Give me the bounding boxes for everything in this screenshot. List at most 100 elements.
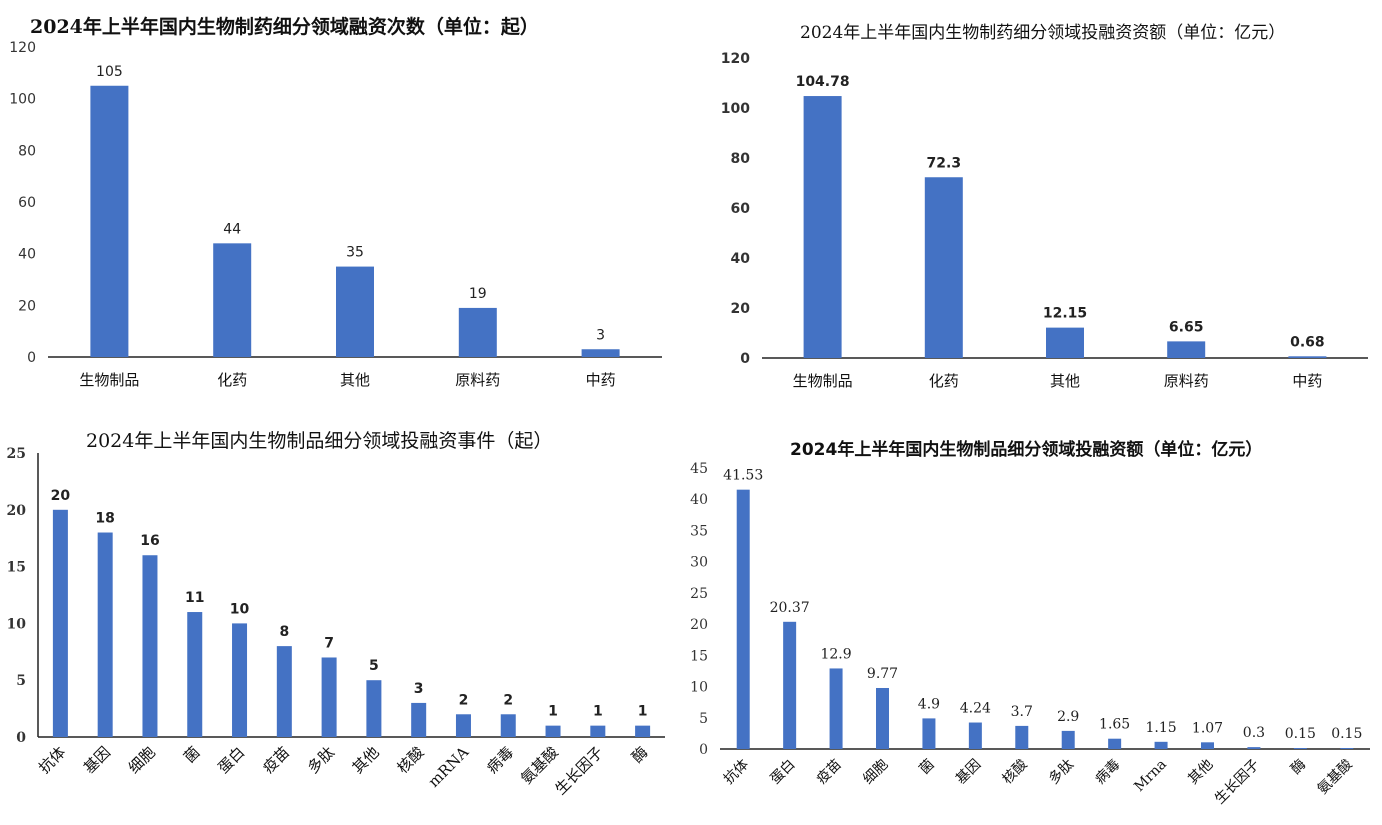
data-label: 5 bbox=[369, 658, 379, 674]
x-tick-label: 其他 bbox=[1185, 757, 1216, 788]
y-tick-label: 80 bbox=[18, 143, 36, 159]
bar bbox=[232, 623, 248, 737]
bar bbox=[455, 714, 471, 737]
x-tick-label: 原料药 bbox=[455, 371, 500, 389]
y-tick-label: 10 bbox=[7, 616, 27, 632]
data-label: 20 bbox=[51, 488, 71, 504]
chart-title: 2024年上半年国内生物制药细分领域投融资资额（单位：亿元） bbox=[800, 23, 1286, 43]
chart-panel-financing-amount: 2024年上半年国内生物制药细分领域投融资资额（单位：亿元） 0 20 40 60 80… bbox=[700, 0, 1382, 405]
data-label: 1 bbox=[593, 704, 603, 720]
x-tick-label: 其他 bbox=[340, 371, 370, 389]
y-tick-label: 0 bbox=[740, 351, 750, 367]
data-label: 9.77 bbox=[867, 666, 898, 682]
x-tick-label: 其他 bbox=[349, 743, 383, 777]
bar bbox=[590, 725, 606, 737]
y-tick-label: 45 bbox=[690, 461, 708, 477]
bar bbox=[97, 532, 113, 737]
bar bbox=[458, 307, 497, 357]
data-label: 12.9 bbox=[820, 646, 851, 662]
bar-chart: 0 20 40 60 80 100 120 105 生物制品 44 化药 35 其他 19 原料药 3 中药 bbox=[9, 40, 662, 389]
bar bbox=[1340, 748, 1354, 749]
bar bbox=[1288, 356, 1327, 358]
x-tick-label: 核酸 bbox=[394, 743, 428, 777]
data-label: 0.68 bbox=[1290, 334, 1325, 350]
bar bbox=[968, 722, 982, 749]
data-label: 0.3 bbox=[1243, 725, 1265, 741]
data-label: 105 bbox=[96, 64, 123, 80]
bar bbox=[581, 349, 620, 357]
bar bbox=[90, 85, 129, 357]
x-tick-label: 抗体 bbox=[35, 743, 69, 777]
y-tick-label: 15 bbox=[690, 648, 708, 664]
chart-panel-financing-count: 2024年上半年国内生物制药细分领域融资次数（单位：起） 0 20 40 60 80 10… bbox=[0, 0, 680, 405]
bar bbox=[1108, 738, 1122, 749]
data-label: 2.9 bbox=[1057, 709, 1079, 725]
y-tick-label: 100 bbox=[9, 92, 36, 108]
x-tick-label: 病毒 bbox=[483, 743, 517, 777]
bar bbox=[500, 714, 516, 737]
bar bbox=[924, 177, 963, 358]
bar bbox=[366, 680, 382, 737]
data-label: 0.15 bbox=[1331, 726, 1362, 742]
x-tick-label: 原料药 bbox=[1164, 372, 1209, 390]
chart-title: 2024年上半年国内生物制品细分领域投融资事件（起） bbox=[86, 430, 553, 452]
x-tick-label: 生长因子 bbox=[1212, 757, 1263, 808]
data-label: 44 bbox=[223, 221, 241, 237]
x-tick-label: 中药 bbox=[1292, 372, 1322, 390]
x-tick-label: 生长因子 bbox=[551, 743, 606, 798]
bar-chart: 051015202520抗体18基因16细胞11菌10蛋白8疫苗7多肽5其他3核… bbox=[7, 446, 665, 798]
data-label: 3 bbox=[414, 681, 424, 697]
bar bbox=[783, 621, 797, 749]
bar bbox=[1247, 747, 1261, 749]
data-label: 19 bbox=[469, 286, 487, 302]
x-tick-label: 菌 bbox=[180, 743, 203, 766]
x-tick-label: 生物制品 bbox=[793, 372, 853, 390]
data-label: 20.37 bbox=[770, 600, 810, 616]
data-label: 4.24 bbox=[960, 701, 991, 717]
bar-chart: 0 20 40 60 80 100 120 104.78 生物制品 72.3 化药 12.15 其他 6.… bbox=[721, 51, 1368, 390]
bar bbox=[187, 612, 203, 737]
data-label: 1 bbox=[638, 704, 648, 720]
bar bbox=[1167, 341, 1206, 358]
bar bbox=[1061, 730, 1075, 749]
chart-panel-bioproduct-events: 2024年上半年国内生物制品细分领域投融资事件（起） 0 5 10 15 20 25 20 抗… bbox=[0, 418, 690, 825]
chart-panel-bioproduct-amount: 2024年上半年国内生物制品细分领域投融资额（单位：亿元） 0 5 10 15 20 25… bbox=[690, 418, 1382, 825]
y-tick-label: 35 bbox=[690, 523, 708, 539]
data-label: 8 bbox=[279, 624, 289, 640]
data-label: 104.78 bbox=[796, 74, 850, 90]
data-label: 18 bbox=[95, 511, 114, 527]
data-label: 3 bbox=[596, 327, 605, 343]
x-tick-label: 化药 bbox=[217, 371, 247, 389]
x-tick-label: 蛋白 bbox=[767, 757, 798, 788]
y-tick-label: 40 bbox=[731, 251, 751, 267]
bar bbox=[635, 725, 651, 737]
bar bbox=[213, 243, 252, 357]
y-tick-label: 60 bbox=[731, 201, 751, 217]
x-tick-label: 多肽 bbox=[1045, 756, 1077, 788]
bar bbox=[803, 96, 842, 359]
bar bbox=[1293, 748, 1307, 749]
bar bbox=[736, 489, 750, 749]
data-label: 11 bbox=[185, 590, 204, 606]
x-tick-label: 多肽 bbox=[304, 743, 338, 777]
data-label: 4.9 bbox=[918, 696, 940, 712]
data-label: 1.15 bbox=[1145, 720, 1176, 736]
x-tick-label: 氨基酸 bbox=[1314, 756, 1356, 798]
x-tick-label: 生物制品 bbox=[79, 371, 139, 389]
x-tick-label: 疫苗 bbox=[259, 743, 293, 777]
bar bbox=[545, 725, 561, 737]
y-tick-label: 25 bbox=[7, 446, 26, 462]
y-tick-label: 20 bbox=[7, 503, 27, 519]
data-label: 10 bbox=[230, 601, 250, 617]
bar bbox=[411, 702, 427, 737]
x-tick-label: 细胞 bbox=[125, 743, 159, 777]
y-tick-label: 5 bbox=[16, 673, 26, 689]
chart-title: 2024年上半年国内生物制药细分领域融资次数（单位：起） bbox=[30, 16, 539, 38]
x-tick-label: 基因 bbox=[80, 743, 114, 777]
y-tick-label: 10 bbox=[690, 680, 708, 696]
y-tick-label: 120 bbox=[9, 40, 36, 56]
x-tick-label: 化药 bbox=[929, 372, 959, 390]
bar bbox=[1046, 327, 1084, 358]
y-tick-label: 25 bbox=[690, 586, 708, 602]
data-label: 6.65 bbox=[1169, 319, 1204, 335]
